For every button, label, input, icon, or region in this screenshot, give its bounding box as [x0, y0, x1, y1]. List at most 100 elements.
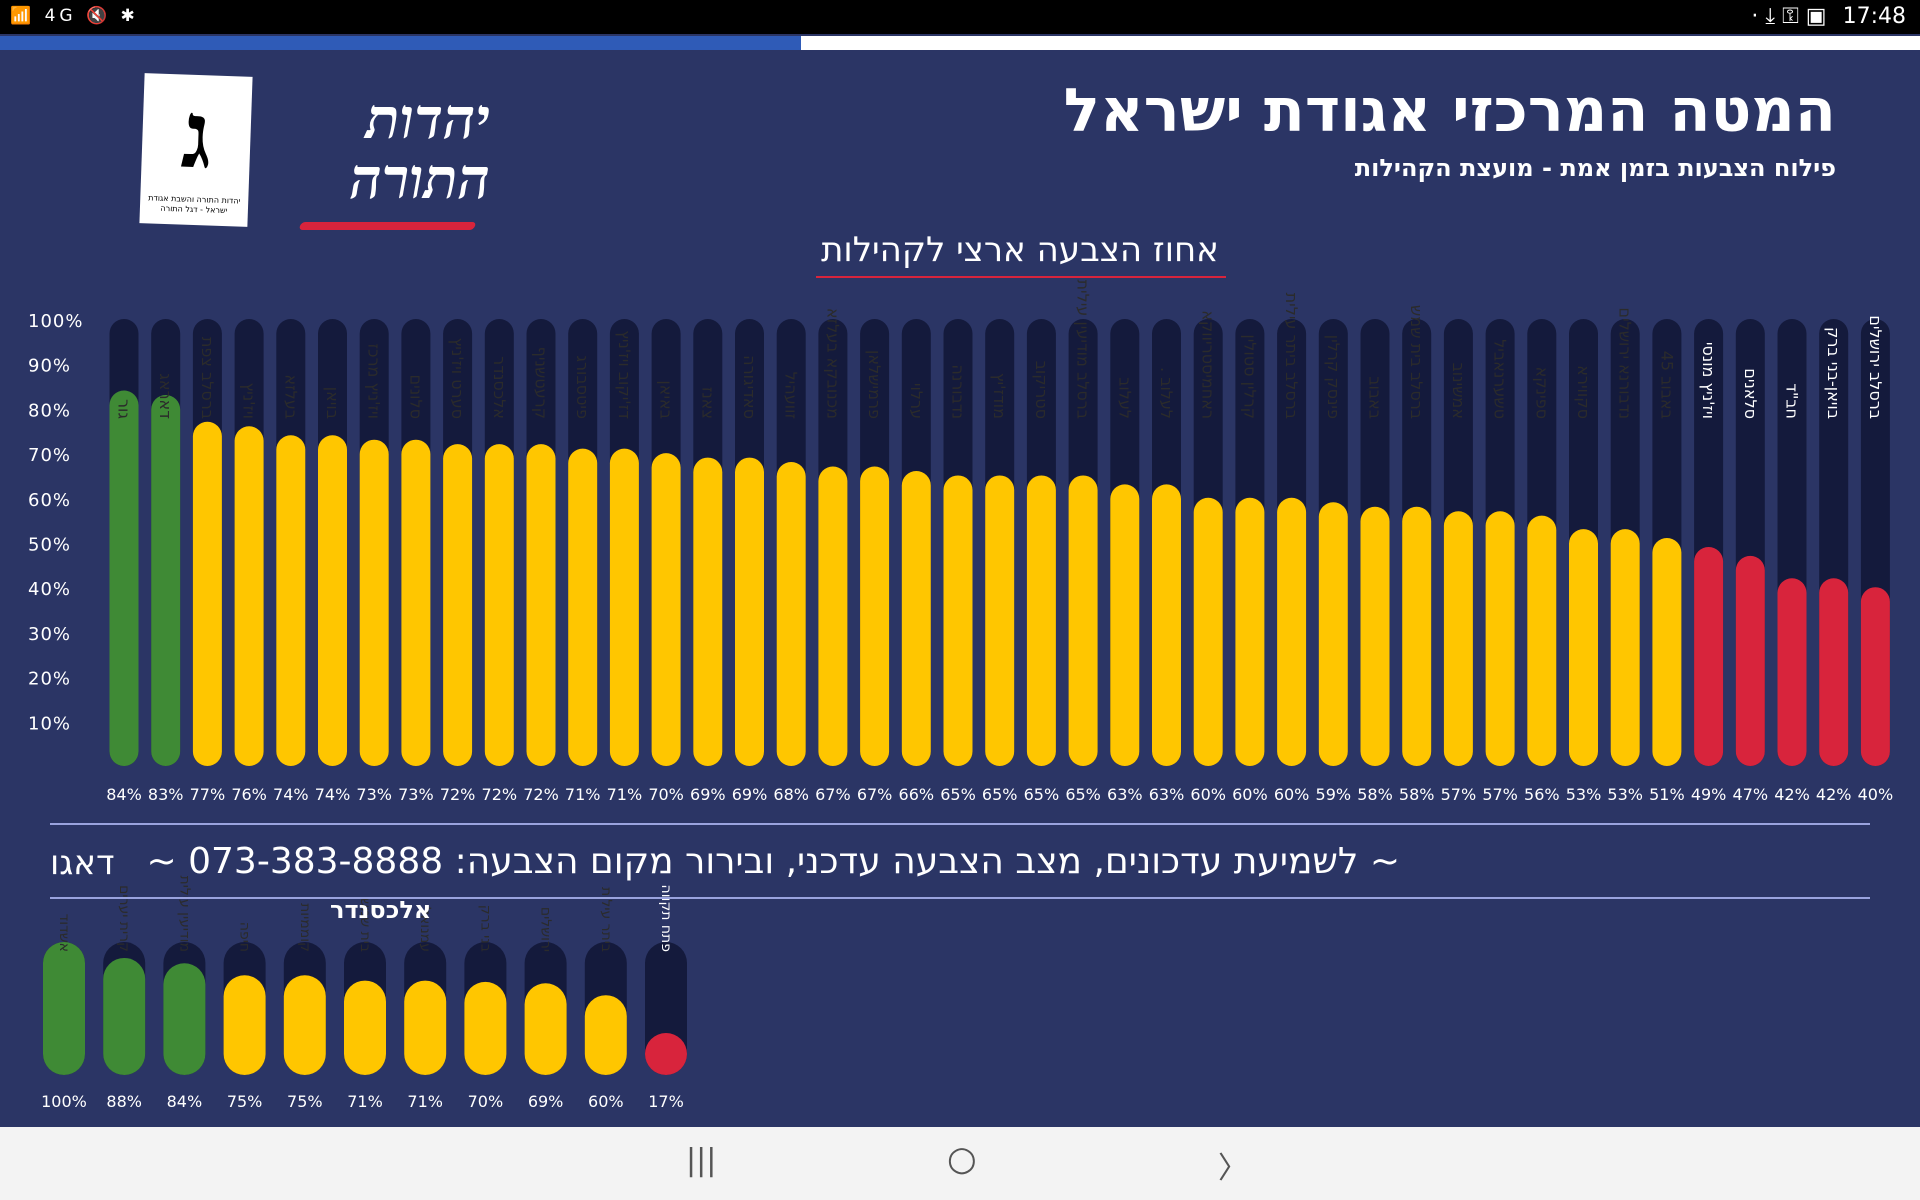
- bar: [318, 435, 347, 766]
- bar: [1694, 546, 1724, 766]
- chart-title-underline: [816, 276, 1226, 278]
- bar-value-label: 58%: [1399, 785, 1435, 804]
- page-title: המטה המרכזי אגודת ישראל: [1063, 76, 1836, 146]
- bar: [359, 439, 389, 766]
- bar-category-label: ירושלים: [538, 907, 554, 952]
- party-logo-line-1: יהדות: [365, 86, 490, 152]
- bar-category-label: חיפה: [237, 922, 253, 952]
- bar: [1527, 515, 1557, 766]
- bar-value-label: 83%: [148, 785, 184, 804]
- bar: [109, 390, 139, 766]
- home-button[interactable]: ○: [947, 1139, 977, 1179]
- bar-value-label: 69%: [690, 785, 726, 804]
- bar-category-label: צאנז: [698, 387, 717, 419]
- bar: [524, 983, 567, 1075]
- bar-category-label: ויז'ניץ מרכז: [365, 344, 384, 419]
- bar-category-label: אמשינוב: [1449, 363, 1468, 420]
- y-tick-label: 40%: [28, 579, 71, 600]
- bar-category-label: סקווירא: [1574, 365, 1593, 419]
- bar: [163, 963, 206, 1075]
- bar-category-label: סערט ויז'ניץ: [448, 338, 467, 419]
- bar-value-label: 40%: [1858, 785, 1894, 804]
- back-button[interactable]: 〉: [1218, 1151, 1248, 1186]
- bar-category-label: סאדיגורה: [740, 355, 759, 419]
- bar-value-label: 76%: [231, 785, 267, 804]
- android-nav-bar: ||| ○ 〉: [0, 1127, 1920, 1200]
- bar-category-label: חב"ד: [1783, 383, 1802, 419]
- divider-top: [50, 823, 1870, 825]
- bar-category-label: ביתר עילית: [598, 887, 614, 952]
- bar: [1318, 502, 1348, 766]
- bar: [1569, 529, 1598, 766]
- bar: [1277, 497, 1307, 766]
- bar-category-label: דז'יקוב ויז'ניץ: [615, 330, 634, 419]
- bar: [1068, 475, 1098, 766]
- bar-value-label: 72%: [482, 785, 518, 804]
- bar-value-label: 53%: [1607, 785, 1643, 804]
- bar-value-label: 60%: [1190, 785, 1226, 804]
- bar: [401, 439, 431, 766]
- bar: [234, 426, 264, 766]
- bar: [1026, 475, 1056, 766]
- bar: [404, 980, 447, 1075]
- bar-value-label: 65%: [1065, 785, 1101, 804]
- bar-value-label: 59%: [1316, 785, 1352, 804]
- bar-category-label: סלאנים: [1741, 368, 1760, 419]
- bar-value-label: 77%: [190, 785, 226, 804]
- bar-value-label: 73%: [356, 785, 392, 804]
- party-logo-line-2: התורה: [349, 146, 490, 212]
- y-tick-label: 90%: [28, 356, 71, 377]
- bar-value-label: 63%: [1149, 785, 1185, 804]
- bar-value-label: 57%: [1482, 785, 1518, 804]
- bar-category-label: אשדוד: [56, 914, 72, 952]
- bar-value-label: 70%: [648, 785, 684, 804]
- bar-category-label: מודיעין עילית: [176, 876, 192, 952]
- y-tick-label: 20%: [28, 669, 71, 690]
- bar-category-label: פתח תקווה: [658, 885, 674, 952]
- bar: [1735, 555, 1765, 766]
- bar-value-label: 67%: [857, 785, 893, 804]
- bar: [43, 942, 85, 1075]
- status-right: · ⤓ ⚿ ▣ 17:48: [1751, 4, 1906, 29]
- bar-category-label: לעלוב: [1115, 377, 1134, 419]
- bar-value-label: 69%: [528, 1092, 564, 1111]
- bar-category-label: סלונים: [406, 375, 425, 419]
- bar: [526, 444, 556, 766]
- bar-category-label: פיטסבורג: [573, 355, 592, 419]
- bar-category-label: ספינקא: [1532, 367, 1551, 419]
- bar-value-label: 74%: [273, 785, 309, 804]
- recent-apps-button[interactable]: |||: [686, 1143, 717, 1178]
- bar-value-label: 71%: [565, 785, 601, 804]
- bar: [860, 466, 890, 766]
- bar-value-label: 84%: [167, 1092, 203, 1111]
- y-tick-label: 70%: [28, 445, 71, 466]
- bar-category-label: בעלזא: [281, 374, 300, 419]
- y-tick-label: 10%: [28, 713, 71, 734]
- bar-value-label: 17%: [648, 1092, 684, 1111]
- bar: [1443, 511, 1473, 766]
- bar-category-label: אלכסנדר: [490, 356, 509, 419]
- bar-category-label: ערלוי: [907, 383, 926, 419]
- status-right-icons: · ⤓ ⚿ ▣: [1751, 4, 1827, 29]
- bar-value-label: 75%: [227, 1092, 263, 1111]
- bar-category-label: ויז'ניץ: [240, 383, 259, 420]
- bar-value-label: 60%: [1232, 785, 1268, 804]
- bar-category-label: טשערנאביל: [1491, 339, 1510, 419]
- bar-category-label: פינסק קרלין: [1324, 335, 1343, 419]
- bar-value-label: 42%: [1816, 785, 1852, 804]
- bar-value-label: 57%: [1441, 785, 1477, 804]
- bar-value-label: 66%: [899, 785, 935, 804]
- bar-category-label: ראחמיסטריווקא: [1199, 310, 1218, 419]
- bar-category-label: ברסלב מודיעין עילית: [1074, 280, 1093, 419]
- bar: [1110, 484, 1140, 766]
- bar-value-label: 53%: [1566, 785, 1602, 804]
- video-progress-bar[interactable]: [0, 36, 1920, 50]
- bar-category-label: קרית יערים: [116, 885, 132, 952]
- bar-value-label: 60%: [1274, 785, 1310, 804]
- bar-value-label: 72%: [440, 785, 476, 804]
- bar: [151, 394, 181, 766]
- bar: [645, 1033, 687, 1075]
- broadcast-panel: המטה המרכזי אגודת ישראל פילוח הצבעות בזמ…: [0, 50, 1920, 1127]
- bar: [103, 957, 146, 1075]
- chart-title: אחוז הצבעה ארצי לקהילות: [821, 230, 1219, 270]
